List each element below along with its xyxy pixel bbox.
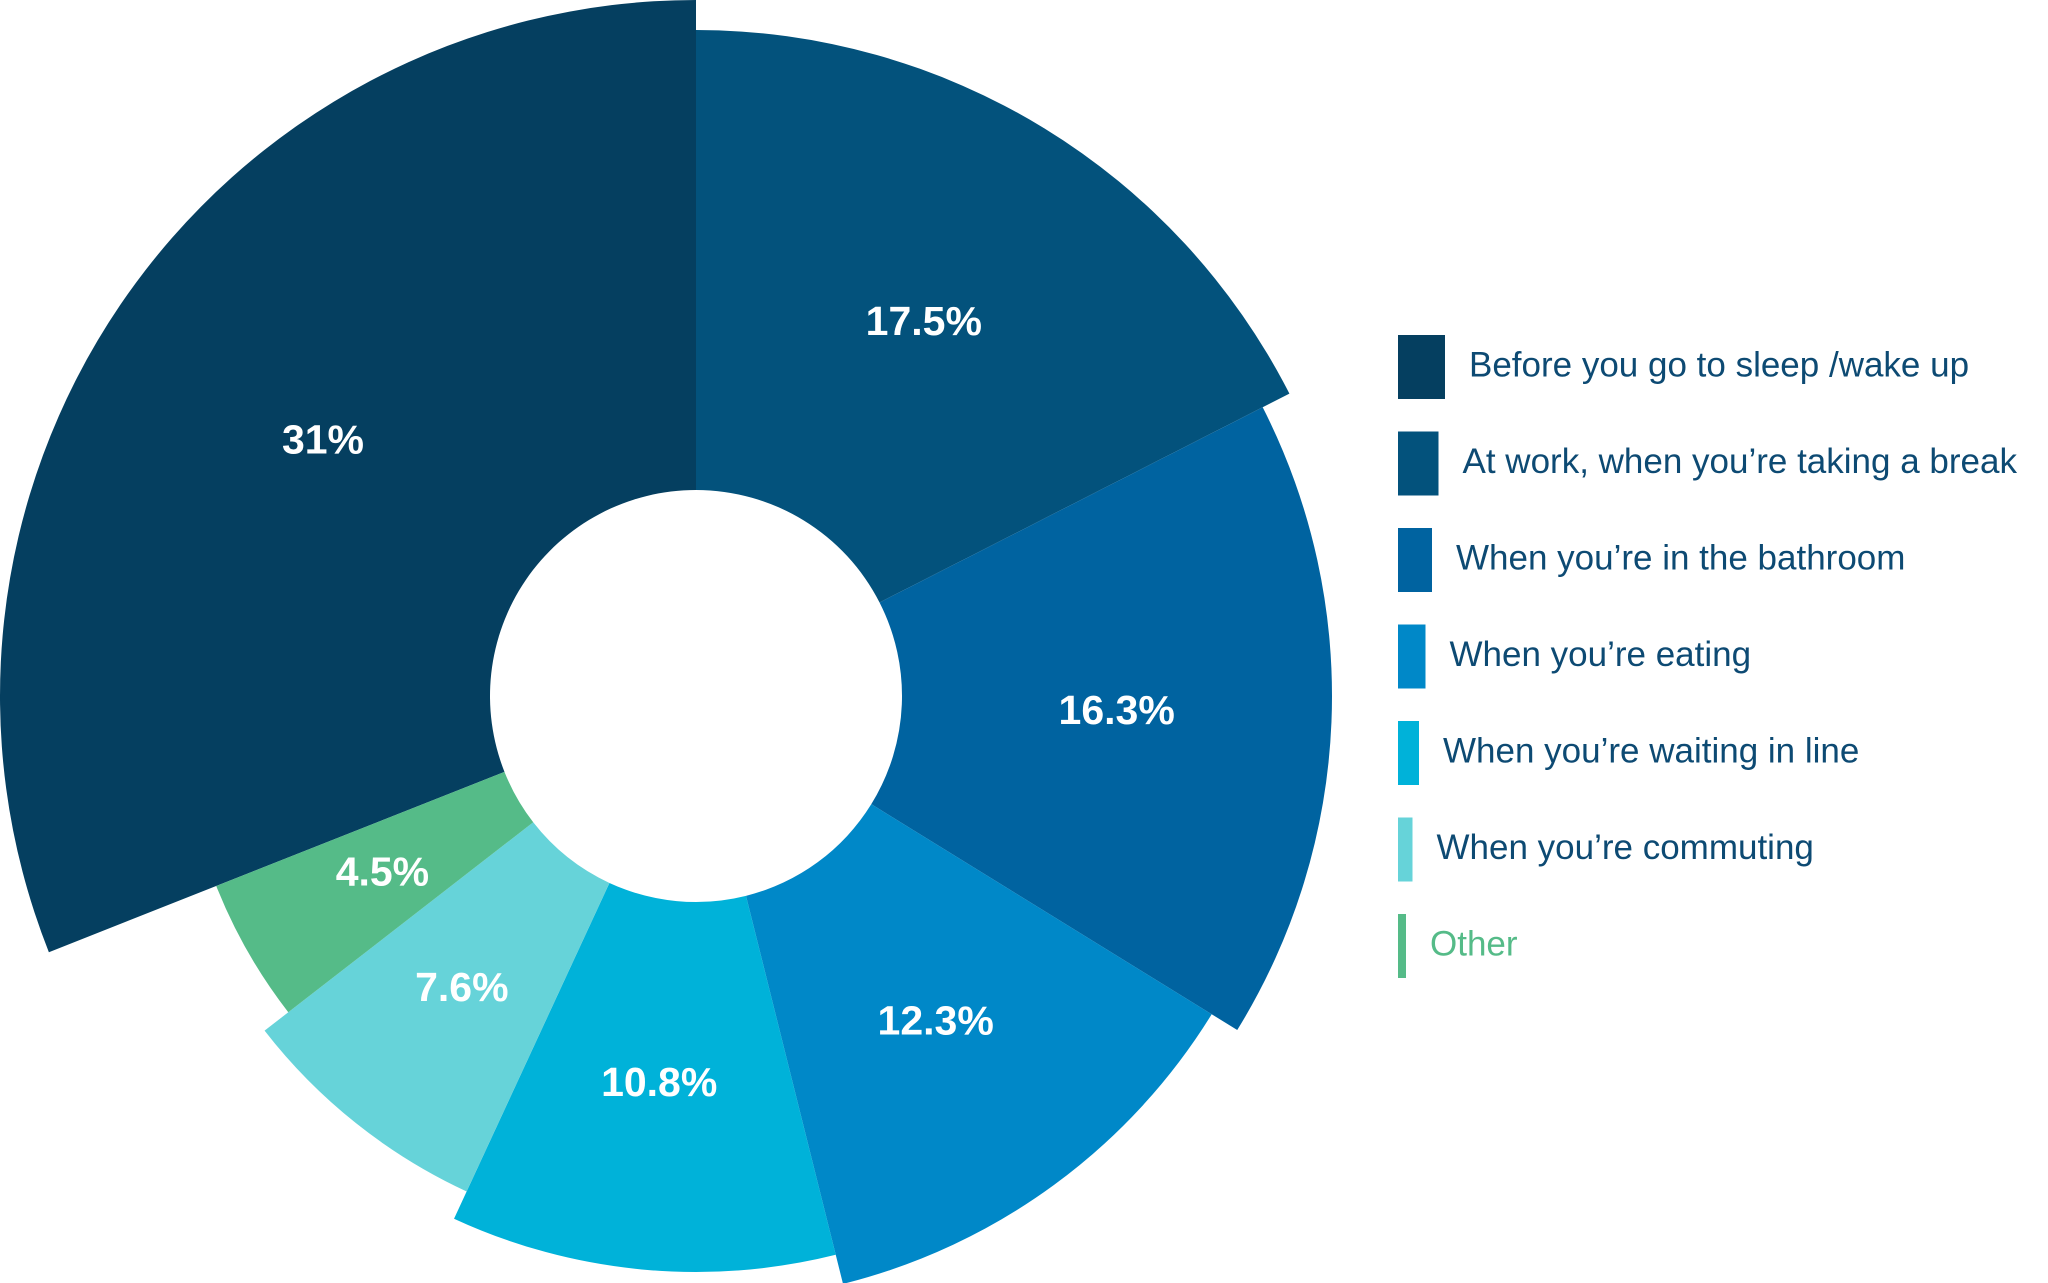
donut-slice — [454, 882, 836, 1272]
legend-label: When you’re waiting in line — [1443, 731, 1859, 770]
legend-swatch — [1398, 624, 1426, 689]
legend-swatch — [1398, 431, 1439, 496]
value-label: 10.8% — [601, 1059, 717, 1105]
legend-label: Other — [1430, 924, 1518, 963]
donut-slice — [871, 407, 1333, 1031]
legend-swatch — [1398, 335, 1445, 399]
donut-slice — [264, 822, 610, 1192]
value-label: 31% — [282, 416, 364, 462]
value-label: 7.6% — [415, 964, 508, 1010]
value-label: 16.3% — [1059, 687, 1175, 733]
donut-slice — [745, 804, 1212, 1283]
legend-label: At work, when you’re taking a break — [1463, 442, 2018, 481]
legend-label: Before you go to sleep /wake up — [1469, 345, 1969, 384]
value-label: 12.3% — [878, 998, 994, 1044]
donut-slice — [696, 30, 1290, 603]
value-label: 4.5% — [336, 849, 429, 895]
value-label: 17.5% — [866, 298, 982, 344]
legend-swatch — [1398, 914, 1406, 978]
legend-label: When you’re in the bathroom — [1456, 538, 1905, 577]
legend-swatch — [1398, 817, 1413, 882]
donut-slice — [0, 0, 697, 953]
legend-swatch — [1398, 528, 1432, 592]
donut-slice — [216, 771, 534, 1013]
legend-label: When you’re commuting — [1437, 828, 1814, 867]
legend-label: When you’re eating — [1450, 635, 1752, 674]
legend-swatch — [1398, 721, 1419, 785]
legend: Before you go to sleep /wake up At work, … — [1398, 335, 2017, 978]
